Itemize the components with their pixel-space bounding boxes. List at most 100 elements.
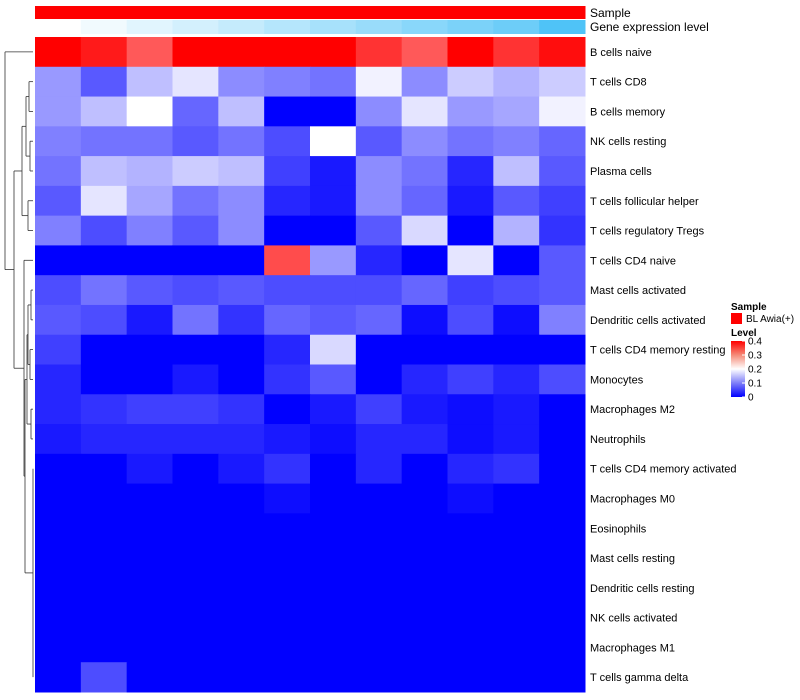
heatmap-cell	[264, 275, 311, 306]
heatmap-cell	[172, 543, 219, 574]
heatmap-cell	[126, 275, 173, 306]
heatmap-cell	[264, 364, 311, 395]
heatmap-cell	[218, 513, 265, 544]
heatmap-cell	[218, 364, 265, 395]
gene-expression-annotation-cell	[539, 20, 586, 34]
heatmap-cell	[126, 66, 173, 98]
heatmap-cell	[447, 37, 494, 68]
heatmap-cell	[539, 662, 586, 693]
heatmap-cell	[264, 424, 311, 455]
heatmap-cell	[447, 602, 494, 633]
heatmap-cell	[493, 66, 540, 98]
legend-sample-title: Sample	[731, 302, 767, 313]
gene-expression-annotation-cell	[35, 20, 82, 34]
heatmap-cell	[310, 96, 357, 127]
legend-sample-item: BL Awia(+)	[746, 314, 794, 325]
heatmap-cell	[310, 483, 357, 514]
heatmap-cell	[172, 662, 219, 693]
heatmap-cell	[126, 37, 173, 68]
heatmap-cell	[310, 394, 357, 425]
sample-annotation-cell	[310, 6, 357, 19]
heatmap-cell	[447, 453, 494, 485]
heatmap-cell	[310, 245, 357, 276]
row-label: Macrophages M0	[590, 493, 675, 505]
heatmap-cell	[401, 37, 448, 68]
heatmap-cell	[493, 572, 540, 604]
heatmap-cell	[401, 632, 448, 663]
heatmap-cell	[264, 37, 311, 68]
heatmap-cell	[355, 37, 403, 68]
sample-annotation-cell	[126, 6, 173, 19]
heatmap-cell	[355, 632, 403, 663]
row-label: T cells CD4 naive	[590, 255, 676, 267]
heatmap-cell	[539, 334, 586, 365]
heatmap-cell	[539, 215, 586, 246]
row-label: T cells follicular helper	[590, 196, 699, 208]
heatmap-cell	[80, 632, 128, 663]
heatmap-cell	[172, 156, 219, 187]
heatmap-cell	[355, 543, 403, 574]
heatmap-cell	[172, 513, 219, 544]
heatmap-cell	[218, 66, 265, 98]
row-label: NK cells resting	[590, 136, 666, 148]
sample-annotation-label: Sample	[590, 6, 631, 20]
sample-annotation-cell	[355, 6, 403, 19]
heatmap-cell	[172, 215, 219, 246]
heatmap-cell	[35, 513, 82, 544]
heatmap-cell	[355, 96, 403, 127]
heatmap-cell	[80, 602, 128, 633]
heatmap-cell	[447, 304, 494, 336]
heatmap-cell	[80, 96, 128, 127]
heatmap-cell	[401, 424, 448, 455]
row-label: B cells naive	[590, 47, 652, 59]
heatmap-cell	[172, 453, 219, 485]
heatmap-cell	[80, 66, 128, 98]
heatmap-cell	[401, 543, 448, 574]
row-label: T cells CD4 memory activated	[590, 464, 737, 476]
heatmap-cell	[172, 304, 219, 336]
row-label: Macrophages M2	[590, 404, 675, 416]
heatmap-cell	[172, 126, 219, 157]
heatmap-cell	[310, 37, 357, 68]
row-label: Dendritic cells activated	[590, 315, 706, 327]
sample-annotation-cell	[401, 6, 448, 19]
row-label: Eosinophils	[590, 523, 647, 535]
heatmap-cell	[80, 364, 128, 395]
heatmap-cell	[218, 245, 265, 276]
heatmap-cell	[539, 66, 586, 98]
heatmap-cell	[264, 185, 311, 217]
heatmap-cell	[493, 602, 540, 633]
heatmap-cell	[401, 215, 448, 246]
heatmap-cell	[493, 513, 540, 544]
row-label: Mast cells resting	[590, 553, 675, 565]
heatmap-cell	[310, 334, 357, 365]
heatmap-cell	[539, 364, 586, 395]
heatmap-cell	[218, 304, 265, 336]
legend-tick-label: 0.2	[748, 365, 762, 376]
heatmap-cell	[264, 394, 311, 425]
heatmap-cell	[126, 483, 173, 514]
heatmap-cell	[447, 394, 494, 425]
heatmap-cell	[218, 543, 265, 574]
heatmap-cell	[355, 275, 403, 306]
heatmap-cell	[218, 483, 265, 514]
heatmap-cell	[218, 126, 265, 157]
heatmap-cell	[35, 334, 82, 365]
heatmap-cell	[172, 37, 219, 68]
heatmap-cell	[401, 364, 448, 395]
heatmap-cell	[35, 483, 82, 514]
heatmap-cell	[126, 662, 173, 693]
heatmap-cell	[126, 364, 173, 395]
heatmap-cell	[126, 304, 173, 336]
heatmap-cell	[539, 483, 586, 514]
gene-expression-annotation-label: Gene expression level	[590, 20, 709, 34]
heatmap-cell	[493, 37, 540, 68]
heatmap-cell	[310, 632, 357, 663]
heatmap-cell	[355, 424, 403, 455]
heatmap-cell	[310, 453, 357, 485]
heatmap-cell	[310, 185, 357, 217]
heatmap-cell	[539, 602, 586, 633]
heatmap-cell	[218, 37, 265, 68]
heatmap-cell	[264, 66, 311, 98]
heatmap-cell	[172, 572, 219, 604]
